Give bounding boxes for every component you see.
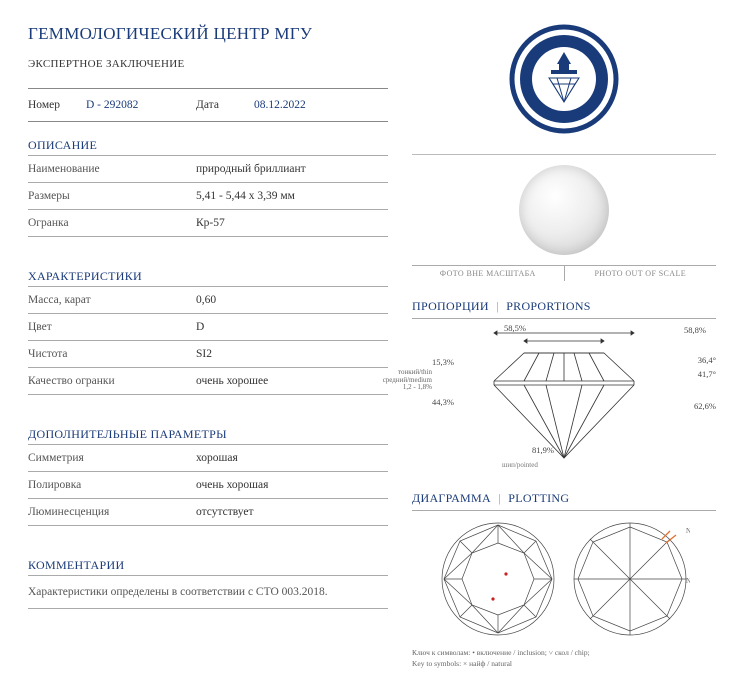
field-value: очень хорошая	[196, 479, 268, 491]
divider	[28, 313, 388, 314]
divider	[28, 236, 388, 237]
field-label: Чистота	[28, 348, 196, 360]
plotting-heading-ru: ДИАГРАММА	[412, 491, 491, 505]
field-label: Полировка	[28, 479, 196, 491]
divider	[28, 155, 388, 156]
divider	[28, 340, 388, 341]
proportions-heading: ПРОПОРЦИИ | PROPORTIONS	[412, 299, 716, 319]
page-title: ГЕММОЛОГИЧЕСКИЙ ЦЕНТР МГУ	[28, 24, 388, 44]
field-value: SI2	[196, 348, 212, 360]
field-value: Кр-57	[196, 217, 225, 229]
number-value: D - 292082	[86, 99, 196, 111]
pavilion-angle: 41,7°	[698, 369, 716, 379]
field-value: 0,60	[196, 294, 216, 306]
char-row: Цвет D	[28, 316, 388, 338]
description-heading: ОПИСАНИЕ	[28, 138, 388, 153]
date-value: 08.12.2022	[254, 99, 364, 111]
divider	[28, 394, 388, 395]
comments-heading: КОММЕНТАРИИ	[28, 558, 388, 573]
divider	[28, 471, 388, 472]
photo-caption-ru: ФОТО ВНЕ МАСШТАБА	[412, 266, 565, 281]
crown-height: 15,3%	[432, 357, 454, 367]
divider	[28, 525, 388, 526]
desc-row: Огранка Кр-57	[28, 212, 388, 234]
girdle-range: 1,2 - 1,8%	[372, 384, 432, 392]
divider	[28, 121, 388, 122]
comments-text: Характеристики определены в соответствии…	[28, 578, 388, 606]
girdle-depth: 44,3%	[432, 397, 454, 407]
add-row: Симметрия хорошая	[28, 447, 388, 469]
field-value: хорошая	[196, 452, 238, 464]
plotting-heading-en: PLOTTING	[508, 491, 569, 505]
additional-heading: ДОПОЛНИТЕЛЬНЫЕ ПАРАМЕТРЫ	[28, 427, 388, 442]
add-row: Полировка очень хорошая	[28, 474, 388, 496]
number-label: Номер	[28, 99, 86, 111]
desc-row: Наименование природный бриллиант	[28, 158, 388, 180]
plotting-diagrams: N N	[412, 519, 716, 639]
char-row: Масса, карат 0,60	[28, 289, 388, 311]
table-pct: 58,5%	[504, 323, 526, 333]
divider	[412, 154, 716, 155]
seal-icon	[509, 24, 619, 134]
field-value: очень хорошее	[196, 375, 268, 387]
photo-caption: ФОТО ВНЕ МАСШТАБА PHOTO OUT OF SCALE	[412, 265, 716, 281]
field-label: Огранка	[28, 217, 196, 229]
characteristics-heading: ХАРАКТЕРИСТИКИ	[28, 269, 388, 284]
divider	[28, 575, 388, 576]
plotting-heading: ДИАГРАММА | PLOTTING	[412, 491, 716, 511]
field-label: Размеры	[28, 190, 196, 202]
char-row: Чистота SI2	[28, 343, 388, 365]
field-value: D	[196, 321, 204, 333]
divider	[28, 182, 388, 183]
field-value: 5,41 - 5,44 x 3,39 мм	[196, 190, 295, 202]
crown-angle: 36,4°	[698, 355, 716, 365]
diamond-photo	[519, 165, 609, 255]
pavilion-plot-icon: N N	[570, 519, 690, 639]
divider	[28, 209, 388, 210]
plotting-legend: Ключ к символам: • включение / inclusion…	[412, 647, 716, 670]
date-label: Дата	[196, 99, 254, 111]
legend-line-1: Ключ к символам: • включение / inclusion…	[412, 647, 716, 658]
field-value: отсутствует	[196, 506, 254, 518]
char-row: Качество огранки очень хорошее	[28, 370, 388, 392]
add-row: Люминесценция отсутствует	[28, 501, 388, 523]
crown-plot-icon	[438, 519, 558, 639]
field-label: Качество огранки	[28, 375, 196, 387]
legend-line-2: Key to symbols: × найф / natural	[412, 658, 716, 669]
crown-pct: 58,8%	[684, 325, 706, 335]
field-label: Наименование	[28, 163, 196, 175]
divider	[28, 498, 388, 499]
proportions-diagram: 58,5% 58,8% 15,3% 36,4° 41,7° 44,3% 62,6…	[412, 323, 716, 473]
svg-text:N: N	[686, 527, 690, 535]
field-label: Масса, карат	[28, 294, 196, 306]
pavilion-pct: 81,9%	[532, 445, 554, 455]
ident-row: Номер D - 292082 Дата 08.12.2022	[28, 93, 388, 117]
total-depth: 62,6%	[694, 401, 716, 411]
desc-row: Размеры 5,41 - 5,44 x 3,39 мм	[28, 185, 388, 207]
photo-caption-en: PHOTO OUT OF SCALE	[565, 266, 717, 281]
field-label: Цвет	[28, 321, 196, 333]
divider	[28, 286, 388, 287]
field-label: Люминесценция	[28, 506, 196, 518]
field-label: Симметрия	[28, 452, 196, 464]
svg-text:N: N	[686, 577, 690, 585]
page-subtitle: ЭКСПЕРТНОЕ ЗАКЛЮЧЕНИЕ	[28, 58, 388, 70]
divider	[28, 608, 388, 609]
divider	[28, 444, 388, 445]
proportions-heading-en: PROPORTIONS	[506, 299, 591, 313]
culet-label: шип/pointed	[502, 461, 538, 469]
field-value: природный бриллиант	[196, 163, 306, 175]
divider	[28, 88, 388, 89]
proportions-heading-ru: ПРОПОРЦИИ	[412, 299, 489, 313]
divider	[28, 367, 388, 368]
